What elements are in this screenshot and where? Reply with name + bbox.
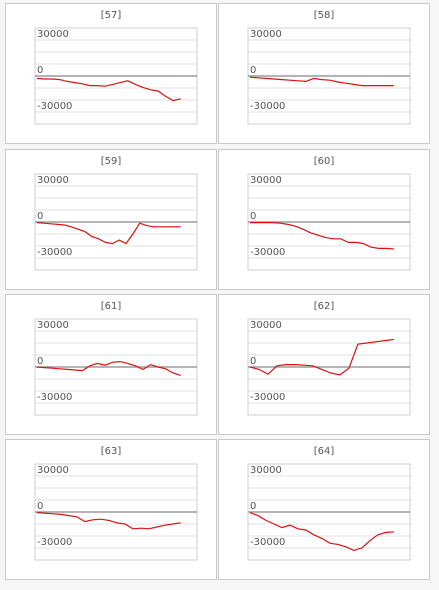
chart-panel: [59] 30000 0 -30000 xyxy=(5,149,217,290)
series-line xyxy=(36,222,181,245)
chart-title: [57] xyxy=(100,10,122,21)
line-chart: 30000 0 -30000 xyxy=(247,463,411,561)
chart-title: [63] xyxy=(100,446,122,457)
y-tick-label: -30000 xyxy=(250,392,285,403)
y-tick-label: -30000 xyxy=(250,101,285,112)
y-tick-label: -30000 xyxy=(250,247,285,258)
line-chart: 30000 0 -30000 xyxy=(34,173,198,271)
y-tick-label: -30000 xyxy=(37,392,72,403)
chart-title: [59] xyxy=(100,156,122,167)
y-tick-label: 0 xyxy=(250,501,256,512)
series-line xyxy=(36,360,181,376)
line-chart: 30000 0 -30000 xyxy=(34,463,198,561)
y-tick-label: 0 xyxy=(37,356,43,367)
y-tick-label: 30000 xyxy=(250,175,282,186)
chart-panel: [57] 30000 0 -30000 xyxy=(5,3,217,144)
chart-title: [61] xyxy=(100,301,122,312)
line-chart: 30000 0 -30000 xyxy=(247,27,411,125)
line-chart: 30000 0 -30000 xyxy=(247,318,411,416)
series-line xyxy=(36,512,181,530)
chart-title: [64] xyxy=(313,446,335,457)
chart-panel: [60] 30000 0 -30000 xyxy=(218,149,430,290)
series-line xyxy=(249,76,394,87)
chart-panel: [64] 30000 0 -30000 xyxy=(218,439,430,580)
y-tick-label: 0 xyxy=(250,211,256,222)
series-line xyxy=(249,338,394,376)
y-tick-label: 0 xyxy=(250,356,256,367)
series-line xyxy=(250,221,394,250)
y-tick-label: 30000 xyxy=(250,29,282,40)
y-tick-label: 30000 xyxy=(37,465,69,476)
y-tick-label: 30000 xyxy=(37,29,69,40)
y-tick-label: -30000 xyxy=(37,101,72,112)
chart-panel: [63] 30000 0 -30000 xyxy=(5,439,217,580)
chart-panel: [58] 30000 0 -30000 xyxy=(218,3,430,144)
chart-title: [58] xyxy=(313,10,335,21)
y-tick-label: 30000 xyxy=(250,320,282,331)
chart-panel: [62] 30000 0 -30000 xyxy=(218,294,430,435)
y-tick-label: 0 xyxy=(250,65,256,76)
y-tick-label: -30000 xyxy=(37,537,72,548)
chart-title: [62] xyxy=(313,301,335,312)
line-chart: 30000 0 -30000 xyxy=(34,318,198,416)
y-tick-label: -30000 xyxy=(37,247,72,258)
y-tick-label: 30000 xyxy=(37,320,69,331)
line-chart: 30000 0 -30000 xyxy=(34,27,198,125)
chart-title: [60] xyxy=(313,156,335,167)
series-line xyxy=(36,77,181,102)
y-tick-label: 30000 xyxy=(37,175,69,186)
y-tick-label: 0 xyxy=(37,501,43,512)
line-chart: 30000 0 -30000 xyxy=(247,173,411,271)
series-line xyxy=(249,512,394,552)
y-tick-label: 30000 xyxy=(250,465,282,476)
y-tick-label: 0 xyxy=(37,211,43,222)
y-tick-label: 0 xyxy=(37,65,43,76)
y-tick-label: -30000 xyxy=(250,537,285,548)
chart-panel: [61] 30000 0 -30000 xyxy=(5,294,217,435)
